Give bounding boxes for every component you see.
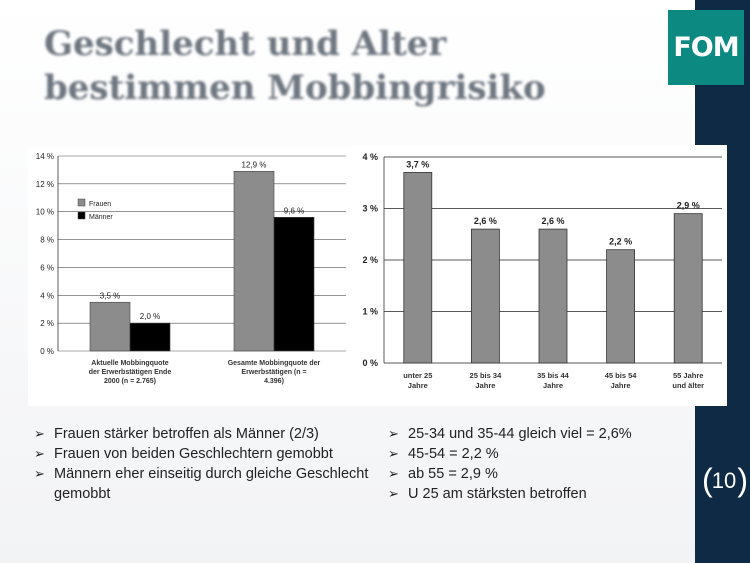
data-label: 2,0 % bbox=[140, 312, 160, 321]
y-tick-label: 12 % bbox=[36, 180, 54, 189]
x-category-label: 45 bis 54 bbox=[605, 371, 638, 380]
y-tick-label: 3 % bbox=[362, 204, 378, 214]
x-category-label: 35 bis 44 bbox=[537, 371, 570, 380]
x-category-label: der Erwerbstätigen Ende bbox=[89, 369, 172, 376]
data-label: 3,5 % bbox=[100, 291, 120, 300]
bar bbox=[606, 249, 636, 364]
bullet-item: Männern eher einseitig durch gleiche Ges… bbox=[34, 464, 374, 504]
data-label: 2,9 % bbox=[677, 201, 700, 211]
x-category-label: 55 Jahre bbox=[673, 371, 703, 380]
x-category-label: unter 25 bbox=[403, 371, 432, 380]
y-tick-label: 1 % bbox=[362, 307, 378, 317]
bullet-list-right: 25-34 und 35-44 gleich viel = 2,6% 45-54… bbox=[388, 424, 678, 504]
data-label: 3,7 % bbox=[406, 159, 429, 169]
legend-swatch bbox=[77, 198, 86, 207]
bar-frauen bbox=[89, 301, 131, 352]
x-category-label: 2000 (n = 2.765) bbox=[104, 378, 156, 385]
y-tick-label: 14 % bbox=[36, 152, 54, 161]
y-tick-label: 4 % bbox=[40, 291, 54, 300]
data-label: 2,6 % bbox=[541, 216, 564, 226]
y-tick-label: 0 % bbox=[362, 358, 378, 368]
chart-gender-panel: 0 % 2 % 4 % 6 % 8 % 10 % 12 % 14 % 3,5 % 2,0 % Akt… bbox=[28, 148, 353, 406]
bar-männer bbox=[273, 216, 315, 352]
legend-swatch bbox=[77, 211, 86, 220]
bullet-list-left: Frauen stärker betroffen als Männer (2/3… bbox=[34, 424, 374, 504]
x-category-label: 25 bis 34 bbox=[470, 371, 503, 380]
chart-age-panel: 0 % 1 % 2 % 3 % 4 % 3,7 % unter 25 Jahre 2,6 % 25… bbox=[352, 145, 727, 406]
y-tick-label: 10 % bbox=[36, 208, 54, 217]
bullet-item: 45-54 = 2,2 % bbox=[388, 444, 678, 464]
y-tick-label: 8 % bbox=[40, 236, 54, 245]
bar-frauen bbox=[233, 171, 275, 352]
bar-männer bbox=[129, 322, 171, 352]
y-tick-label: 2 % bbox=[40, 319, 54, 328]
fom-logo: FOM bbox=[668, 10, 744, 85]
y-tick-label: 2 % bbox=[362, 255, 378, 265]
data-label: 9,6 % bbox=[284, 206, 304, 215]
slide-title: Geschlecht und Alter bestimmen Mobbingri… bbox=[44, 24, 546, 108]
x-category-label: Aktuelle Mobbingquote bbox=[91, 360, 168, 367]
bullet-item: Frauen stärker betroffen als Männer (2/3… bbox=[34, 424, 374, 444]
y-tick-label: 0 % bbox=[40, 347, 54, 356]
bar bbox=[403, 172, 433, 364]
x-category-label: 4.396) bbox=[264, 378, 284, 385]
bar bbox=[673, 213, 703, 364]
x-category-label: Jahre bbox=[408, 381, 428, 390]
bullet-item: ab 55 = 2,9 % bbox=[388, 464, 678, 484]
bullet-item: 25-34 und 35-44 gleich viel = 2,6% bbox=[388, 424, 678, 444]
x-category-label: und älter bbox=[672, 381, 704, 390]
x-category-label: Jahre bbox=[611, 381, 631, 390]
x-category-label: Gesamte Mobbingquote der bbox=[228, 360, 321, 367]
data-label: 12,9 % bbox=[242, 160, 267, 169]
data-label: 2,6 % bbox=[474, 216, 497, 226]
data-label: 2,2 % bbox=[609, 237, 632, 247]
chart-gender: 0 % 2 % 4 % 6 % 8 % 10 % 12 % 14 % 3,5 % 2,0 % Akt… bbox=[36, 152, 346, 385]
bar bbox=[538, 228, 568, 364]
page-number: 10 bbox=[700, 460, 748, 502]
legend-label: Männer bbox=[89, 214, 113, 221]
x-category-label: Erwerbstätigen (n = bbox=[241, 369, 306, 376]
y-tick-label: 4 % bbox=[362, 152, 378, 162]
bullet-item: Frauen von beiden Geschlechtern gemobbt bbox=[34, 444, 374, 464]
bullet-item: U 25 am stärksten betroffen bbox=[388, 484, 678, 504]
y-tick-label: 6 % bbox=[40, 263, 54, 272]
x-category-label: Jahre bbox=[475, 381, 495, 390]
legend-label: Frauen bbox=[89, 201, 111, 208]
bar bbox=[471, 228, 500, 364]
x-category-label: Jahre bbox=[543, 381, 563, 390]
